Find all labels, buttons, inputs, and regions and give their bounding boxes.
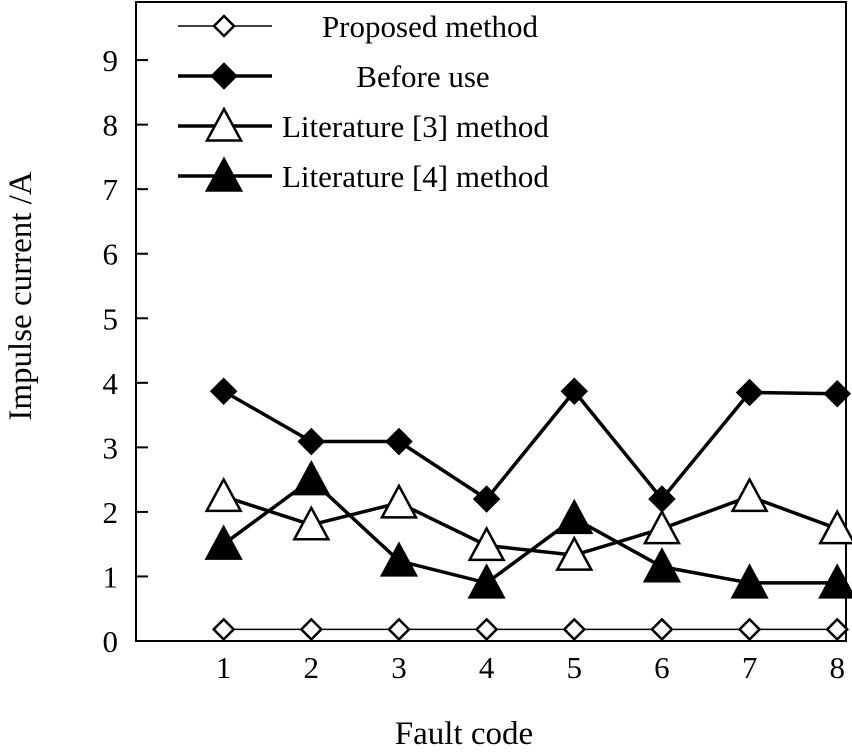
data-point: [379, 541, 419, 577]
data-point: [818, 563, 852, 599]
data-point: [474, 617, 499, 642]
x-tick-label: 3: [391, 650, 407, 685]
legend-label: Literature [3] method: [282, 109, 549, 144]
legend-label: Proposed method: [322, 9, 539, 44]
data-point: [385, 427, 413, 456]
y-tick-label: 6: [103, 237, 119, 272]
data-point: [204, 476, 243, 513]
data-point: [730, 476, 769, 513]
x-tick-label: 2: [304, 650, 320, 685]
series-before-use: [209, 377, 852, 513]
x-axis-title: Fault code: [395, 716, 533, 752]
y-axis: 0 1 2 3 4 5 6 7 8 9: [103, 43, 148, 659]
legend-marker: [204, 156, 244, 192]
data-point: [472, 485, 501, 513]
x-tick-label: 4: [479, 650, 495, 685]
plot-border: [135, 1, 847, 642]
series-line: [222, 388, 838, 502]
data-point: [211, 617, 236, 642]
series-literature-4-method: [204, 460, 852, 599]
legend-entry: Before use: [178, 59, 490, 94]
data-point: [642, 547, 682, 583]
legend-marker: [204, 106, 244, 142]
x-tick-label: 7: [742, 650, 758, 685]
y-tick-label: 0: [103, 624, 119, 659]
data-point: [562, 617, 587, 642]
data-point: [379, 483, 419, 519]
x-tick-label: 1: [216, 650, 232, 685]
data-point: [737, 617, 762, 642]
x-tick-label: 6: [654, 650, 670, 685]
y-axis-title: Impulse current /A: [3, 171, 39, 420]
legend-marker: [212, 14, 236, 38]
data-point: [730, 563, 769, 599]
plot-frame: [135, 1, 847, 642]
x-tick-label: 8: [829, 650, 845, 685]
data-point: [209, 377, 238, 405]
series-proposed-method: [211, 617, 850, 642]
data-point: [299, 617, 324, 642]
data-point: [467, 563, 506, 599]
x-tick-label: 5: [567, 650, 583, 685]
data-point: [650, 617, 674, 642]
legend-entry: Literature [4] method: [178, 156, 549, 194]
legend-label: Before use: [356, 59, 489, 94]
y-tick-label: 2: [103, 495, 119, 530]
data-point: [818, 509, 852, 545]
data-point: [735, 378, 764, 407]
y-tick-label: 4: [103, 366, 119, 401]
legend-marker: [210, 62, 238, 90]
legend-entry: Literature [3] method: [178, 106, 549, 144]
data-point: [387, 617, 411, 642]
legend-label: Literature [4] method: [282, 159, 549, 194]
data-point: [292, 505, 331, 541]
data-point: [642, 509, 682, 545]
legend: Proposed method Before use Literature [3] …: [178, 9, 549, 194]
data-point: [292, 460, 331, 496]
data-point: [555, 535, 594, 571]
y-tick-label: 8: [103, 108, 119, 143]
data-point: [555, 498, 594, 535]
y-tick-label: 3: [103, 430, 119, 465]
series-layer: [204, 377, 852, 642]
y-tick-label: 9: [103, 43, 119, 78]
y-tick-label: 7: [103, 172, 119, 207]
data-point: [204, 524, 243, 560]
data-point: [297, 427, 326, 456]
y-tick-label: 5: [103, 301, 119, 336]
data-point: [825, 617, 850, 642]
data-point: [467, 525, 506, 562]
data-point: [560, 377, 589, 405]
legend-entry: Proposed method: [178, 9, 539, 44]
data-point: [823, 380, 852, 408]
y-tick-label: 1: [103, 559, 119, 594]
